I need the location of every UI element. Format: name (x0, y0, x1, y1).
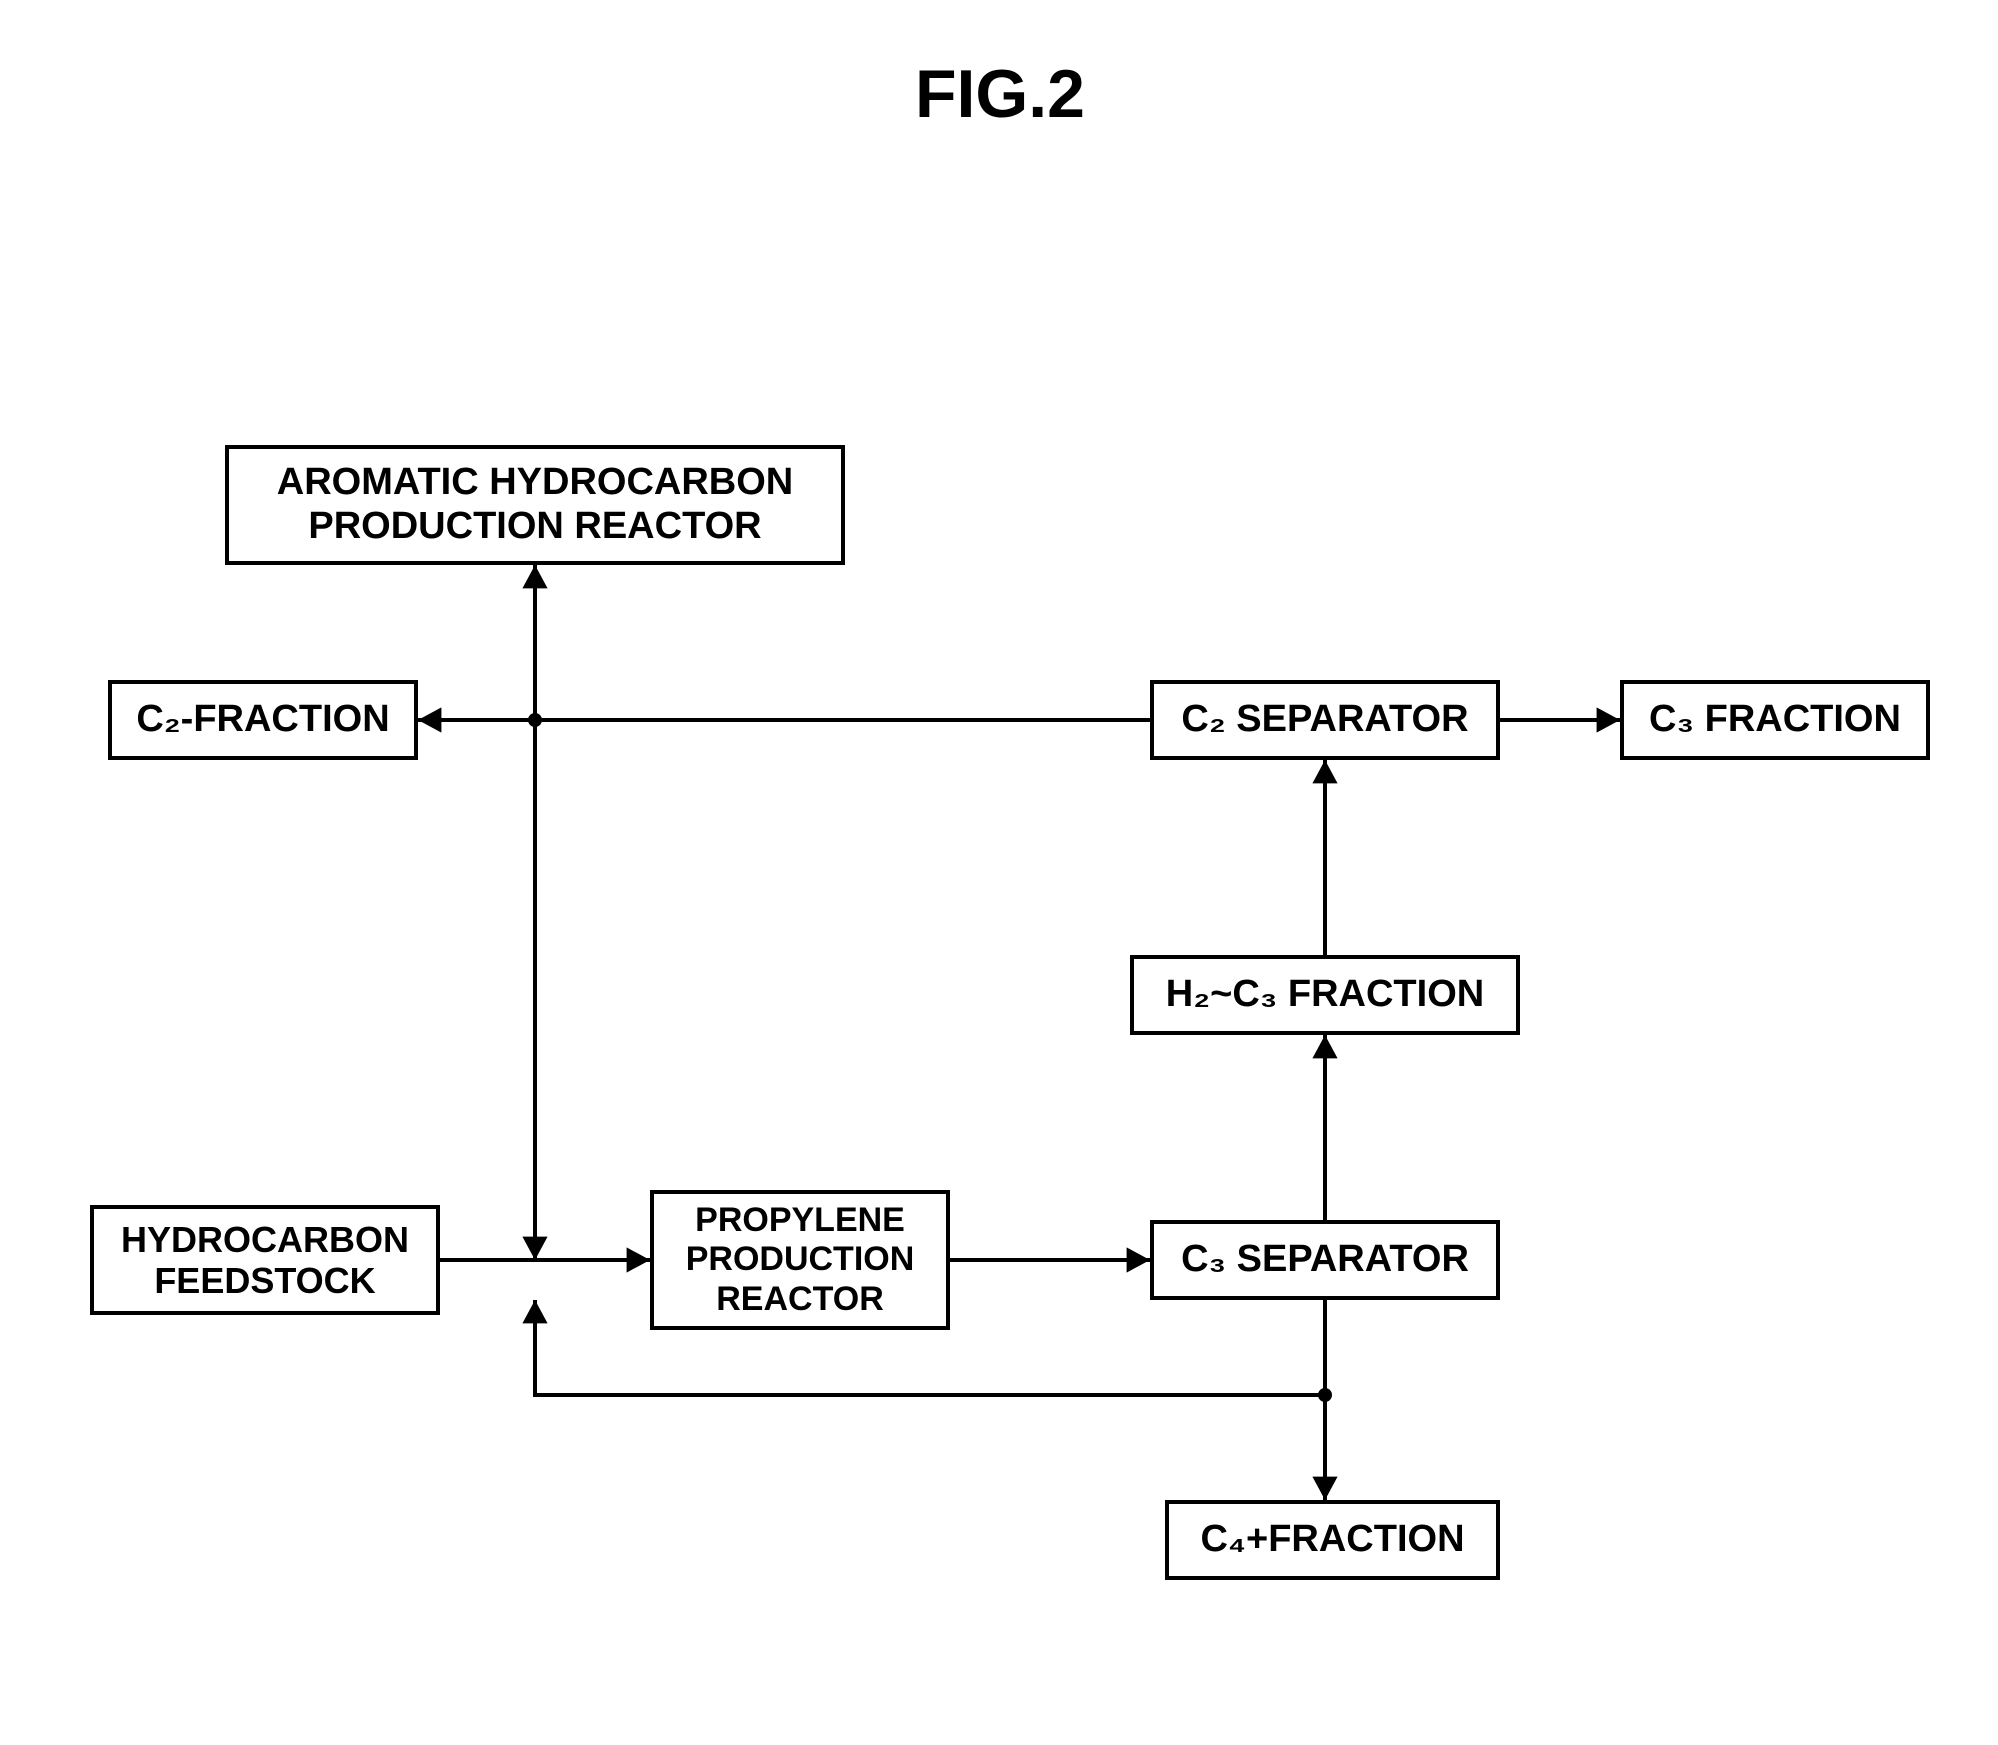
node-c4plus: C₄+FRACTION (1165, 1500, 1500, 1580)
figure-canvas: FIG.2 AROMATIC HYDROCARBONPRODUCTION REA… (0, 0, 1998, 1745)
node-h2c3: H₂~C₃ FRACTION (1130, 955, 1520, 1035)
edges-layer (0, 0, 1998, 1745)
node-aromatic: AROMATIC HYDROCARBONPRODUCTION REACTOR (225, 445, 845, 565)
node-c3sep: C₃ SEPARATOR (1150, 1220, 1500, 1300)
node-c2sep: C₂ SEPARATOR (1150, 680, 1500, 760)
node-feedstock: HYDROCARBONFEEDSTOCK (90, 1205, 440, 1315)
node-propylene: PROPYLENEPRODUCTIONREACTOR (650, 1190, 950, 1330)
node-c3frac: C₃ FRACTION (1620, 680, 1930, 760)
figure-title: FIG.2 (560, 55, 1440, 133)
node-c2minus: C₂-FRACTION (108, 680, 418, 760)
